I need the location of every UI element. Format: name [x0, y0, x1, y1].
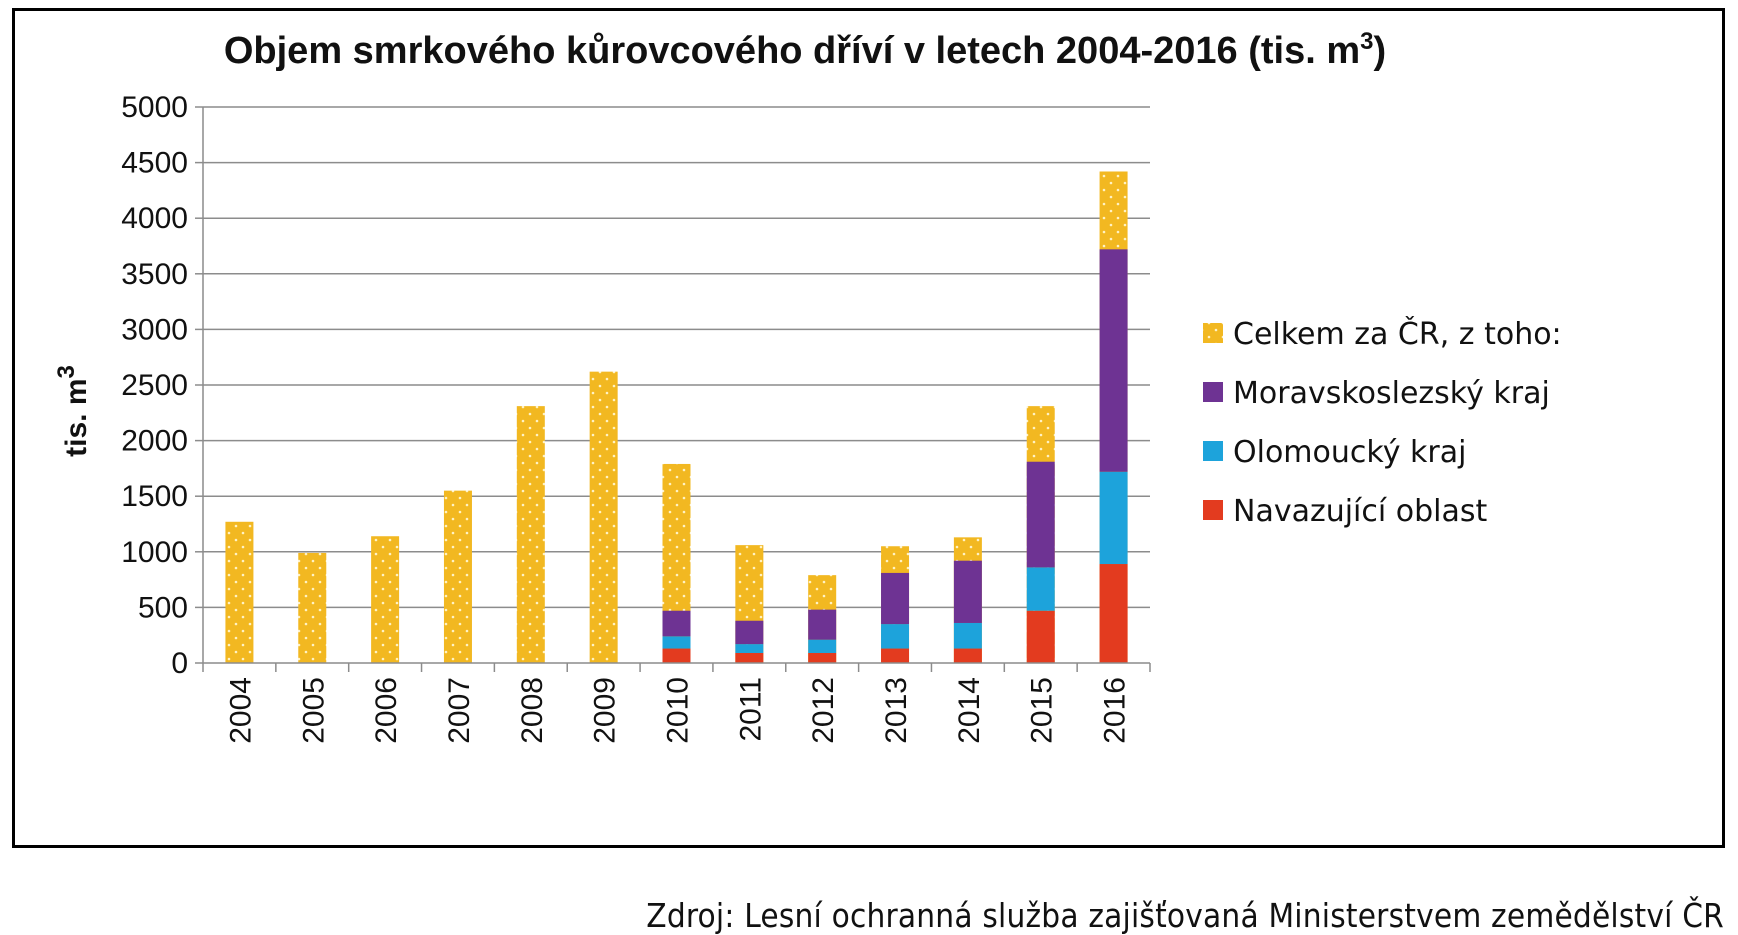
bar-total-2007 — [443, 490, 472, 663]
legend: Celkem za ČR, z toho: Moravskoslezský kra… — [1203, 315, 1562, 529]
bar-segment-2-2015 — [1026, 461, 1055, 568]
bar-segment-2-2011 — [735, 620, 764, 645]
x-tick-label: 2005 — [297, 677, 330, 744]
axes — [202, 107, 1151, 672]
chart-title-suffix: ) — [1373, 30, 1386, 72]
bar-segment-2-2010 — [662, 610, 691, 637]
legend-label: Moravskoslezský kraj — [1233, 376, 1550, 411]
bar-segment-0-2015 — [1026, 610, 1055, 663]
bar-segment-1-2016 — [1099, 471, 1128, 565]
bar-segment-2-2014 — [953, 560, 982, 623]
y-tick-label: 5000 — [121, 91, 188, 124]
bar-total-2008 — [516, 406, 545, 663]
x-tick-label: 2013 — [880, 677, 913, 744]
x-tick-label: 2014 — [953, 677, 986, 744]
y-axis-label-superscript: 3 — [53, 365, 80, 378]
y-tick-label: 2000 — [121, 425, 188, 458]
chart-frame: Objem smrkového kůrovcového dříví v lete… — [12, 8, 1725, 848]
bar-segment-0-2014 — [953, 648, 982, 663]
bar-segment-0-2012 — [808, 652, 837, 663]
y-tick-label: 500 — [138, 591, 188, 624]
y-tick-label: 1000 — [121, 536, 188, 569]
y-tick-label: 3500 — [121, 258, 188, 291]
bar-segment-0-2011 — [735, 652, 764, 663]
chart-svg: Objem smrkového kůrovcového dříví v lete… — [53, 28, 1562, 744]
bar-segment-2-2012 — [808, 609, 837, 640]
bar-segment-0-2013 — [881, 648, 910, 663]
bar-segment-2-2016 — [1099, 249, 1128, 472]
legend-swatch — [1203, 382, 1223, 402]
y-tick-label: 1500 — [121, 480, 188, 513]
legend-label: Olomoucký kraj — [1233, 435, 1466, 470]
bar-segment-0-2016 — [1099, 564, 1128, 663]
y-tick-label: 4000 — [121, 202, 188, 235]
bar-total-2006 — [371, 536, 400, 663]
x-tick-label: 2006 — [370, 677, 403, 744]
legend-label: Navazující oblast — [1233, 494, 1488, 529]
bar-segment-1-2010 — [662, 636, 691, 649]
x-tick-label: 2004 — [224, 677, 257, 744]
source-note: Zdroj: Lesní ochranná služba zajišťovaná… — [646, 896, 1724, 935]
x-tick-label: 2012 — [807, 677, 840, 744]
bar-segment-1-2013 — [881, 624, 910, 649]
x-axis-ticks: 2004 2005 2006 2007 2008 2009 2010 2011 2012 2013… — [224, 677, 1131, 744]
bar-segment-1-2014 — [953, 622, 982, 649]
x-tick-label: 2016 — [1099, 677, 1132, 744]
bar-segment-1-2011 — [735, 644, 764, 653]
chart-title: Objem smrkového kůrovcového dříví v lete… — [224, 28, 1386, 72]
x-tick-label: 2009 — [589, 677, 622, 744]
legend-swatch — [1203, 323, 1223, 343]
gridlines — [203, 106, 1150, 609]
bars — [225, 171, 1128, 663]
x-tick-label: 2007 — [443, 677, 476, 744]
bar-total-2004 — [225, 521, 254, 663]
chart-title-superscript: 3 — [1360, 28, 1373, 55]
bar-total-2005 — [298, 552, 327, 663]
legend-label: Celkem za ČR, z toho: — [1233, 315, 1562, 352]
bar-total-2009 — [589, 371, 618, 663]
y-tick-label: 0 — [171, 647, 188, 680]
x-tick-label: 2015 — [1026, 677, 1059, 744]
bar-segment-1-2015 — [1026, 567, 1055, 611]
y-axis-label: tis. m3 — [53, 365, 93, 457]
x-tick-label: 2008 — [516, 677, 549, 744]
bar-segment-0-2010 — [662, 648, 691, 663]
y-tick-label: 3000 — [121, 313, 188, 346]
legend-swatch — [1203, 500, 1223, 520]
y-tick-label: 4500 — [121, 147, 188, 180]
legend-swatch — [1203, 441, 1223, 461]
x-tick-label: 2011 — [734, 677, 767, 742]
bar-segment-2-2013 — [881, 572, 910, 625]
x-tick-label: 2010 — [662, 677, 695, 744]
y-tick-label: 2500 — [121, 369, 188, 402]
y-axis-ticks: 0 500 1000 1500 2000 2500 3000 3500 4000 4500 5000 — [121, 91, 203, 680]
bar-segment-1-2012 — [808, 639, 837, 653]
